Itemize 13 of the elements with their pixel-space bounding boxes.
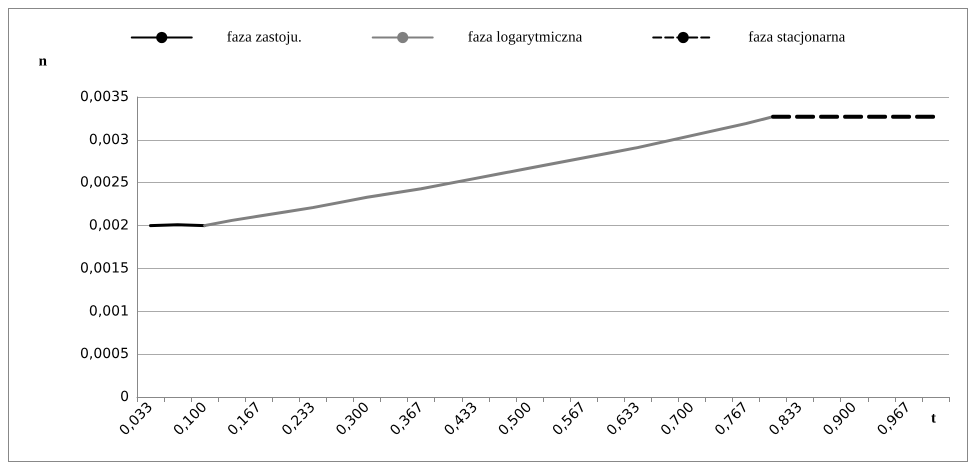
y-tick-label: 0,0005: [80, 346, 129, 362]
y-tick-label: 0,0015: [80, 260, 129, 276]
legend-label: faza stacjonarna: [748, 30, 846, 46]
y-tick-label: 0,001: [88, 303, 129, 320]
x-axis-title: t: [931, 410, 936, 426]
y-tick-label: 0: [120, 389, 129, 405]
y-tick-label: 0,0035: [80, 89, 129, 105]
y-axis-title: n: [38, 54, 48, 70]
y-tick-label: 0,002: [88, 218, 129, 234]
legend-label: faza logarytmiczna: [468, 30, 583, 46]
legend-label: faza zastoju.: [226, 30, 302, 46]
y-tick-label: 0,0025: [80, 174, 129, 191]
y-tick-label: 0,003: [88, 132, 129, 148]
